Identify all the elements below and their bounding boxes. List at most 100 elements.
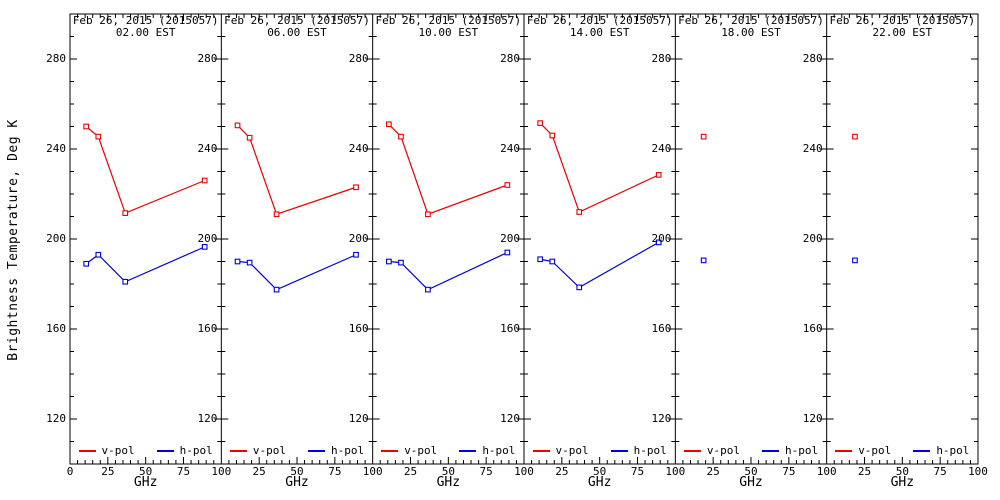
panel-legend: v-pol h-pol bbox=[377, 444, 520, 457]
y-axis-title: Brightness Temperature, Deg K bbox=[6, 119, 21, 361]
h-pol-marker bbox=[398, 259, 404, 266]
legend-label-vpol: v-pol bbox=[858, 444, 892, 457]
panel-legend: v-pol h-pol bbox=[225, 444, 368, 457]
v-pol-marker bbox=[537, 120, 544, 126]
legend-line-hpol bbox=[761, 449, 779, 452]
y-tick-label: 160 bbox=[348, 322, 369, 335]
h-pol-marker bbox=[273, 286, 280, 293]
h-pol-marker bbox=[576, 284, 583, 291]
legend-label-vpol: v-pol bbox=[404, 444, 438, 457]
h-pol-marker bbox=[537, 256, 544, 263]
x-axis-title: GHz bbox=[285, 475, 309, 490]
x-tick-label: 50 bbox=[744, 465, 758, 478]
x-tick-label: 75 bbox=[933, 465, 947, 478]
v-pol-marker bbox=[234, 122, 241, 129]
panel-title-date: Feb 26, 2015 (2015057) bbox=[72, 14, 219, 27]
legend-line-hpol bbox=[610, 449, 628, 452]
y-tick-label: 240 bbox=[197, 142, 218, 155]
h-pol-marker bbox=[655, 239, 662, 246]
x-tick-label: 100 bbox=[211, 465, 232, 478]
h-pol-line bbox=[237, 254, 357, 291]
x-axis-title: GHz bbox=[133, 475, 158, 490]
legend-label-hpol: h-pol bbox=[330, 444, 365, 457]
legend-line-vpol bbox=[229, 449, 247, 452]
x-tick-label: 0 bbox=[66, 465, 74, 478]
v-pol-marker bbox=[273, 211, 280, 218]
y-tick-label: 240 bbox=[46, 142, 66, 155]
x-tick-label: 75 bbox=[630, 465, 645, 478]
x-tick-label: 25 bbox=[101, 465, 115, 478]
y-tick-label: 120 bbox=[651, 412, 672, 425]
y-tick-label: 160 bbox=[651, 322, 672, 335]
panel-title-date: Feb 26, 2015 (2015057) bbox=[526, 14, 673, 27]
y-tick-label: 240 bbox=[651, 142, 672, 155]
x-tick-label: 25 bbox=[555, 465, 569, 478]
h-pol-marker bbox=[201, 244, 208, 250]
v-pol-marker bbox=[201, 177, 208, 184]
panel-legend: v-pol h-pol bbox=[528, 444, 671, 457]
panel-title-time: 06.00 EST bbox=[267, 26, 327, 39]
x-tick-label: 50 bbox=[441, 465, 455, 478]
h-pol-marker bbox=[234, 258, 241, 265]
panel-title-time: 02.00 EST bbox=[115, 26, 176, 39]
legend-label-hpol: h-pol bbox=[633, 444, 667, 457]
legend-line-hpol bbox=[307, 449, 325, 452]
x-tick-label: 100 bbox=[665, 465, 686, 478]
v-pol-marker bbox=[398, 133, 404, 140]
y-tick-label: 280 bbox=[802, 52, 823, 65]
panel-title-date: Feb 26, 2015 (2015057) bbox=[829, 14, 976, 27]
x-tick-label: 100 bbox=[362, 465, 383, 478]
x-tick-label: 100 bbox=[514, 465, 534, 478]
v-pol-marker bbox=[425, 211, 431, 218]
legend-line-vpol bbox=[683, 449, 701, 452]
legend-label-hpol: h-pol bbox=[482, 444, 516, 457]
x-tick-label: 25 bbox=[857, 465, 872, 478]
v-pol-marker bbox=[655, 172, 662, 178]
y-tick-label: 240 bbox=[348, 142, 369, 155]
h-pol-marker bbox=[246, 259, 253, 266]
v-pol-marker bbox=[386, 121, 392, 128]
h-pol-line bbox=[85, 246, 205, 283]
y-tick-label: 240 bbox=[500, 142, 520, 155]
y-tick-label: 200 bbox=[46, 232, 66, 245]
panel-title-date: Feb 26, 2015 (2015057) bbox=[678, 14, 824, 27]
y-tick-label: 280 bbox=[500, 52, 520, 65]
h-pol-marker bbox=[425, 286, 431, 293]
y-tick-label: 120 bbox=[802, 412, 823, 425]
legend-line-hpol bbox=[156, 449, 174, 452]
x-tick-label: 50 bbox=[895, 465, 909, 478]
legend-line-vpol bbox=[381, 449, 399, 452]
y-tick-label: 160 bbox=[802, 322, 823, 335]
x-tick-label: 75 bbox=[328, 465, 342, 478]
y-tick-label: 200 bbox=[651, 232, 672, 245]
x-tick-label: 50 bbox=[290, 465, 304, 478]
v-pol-marker bbox=[246, 134, 253, 141]
y-tick-label: 160 bbox=[197, 322, 218, 335]
legend-line-vpol bbox=[532, 449, 550, 452]
h-pol-marker bbox=[353, 251, 359, 258]
legend-label-vpol: v-pol bbox=[252, 444, 286, 457]
y-tick-label: 160 bbox=[500, 322, 520, 335]
y-tick-label: 280 bbox=[197, 52, 218, 65]
panel-title-time: 22.00 EST bbox=[872, 26, 933, 39]
panel-legend: v-pol h-pol bbox=[831, 444, 974, 457]
legend-line-hpol bbox=[913, 449, 931, 452]
x-tick-label: 100 bbox=[968, 465, 988, 478]
y-tick-label: 120 bbox=[500, 412, 520, 425]
y-tick-label: 120 bbox=[46, 412, 66, 425]
legend-label-hpol: h-pol bbox=[784, 444, 819, 457]
v-pol-marker bbox=[700, 133, 707, 140]
y-tick-label: 200 bbox=[500, 232, 520, 245]
panel-legend: v-pol h-pol bbox=[74, 444, 217, 457]
y-tick-label: 200 bbox=[197, 232, 218, 245]
y-tick-label: 160 bbox=[46, 322, 66, 335]
panel-title-date: Feb 26, 2015 (2015057) bbox=[375, 14, 522, 27]
h-pol-marker bbox=[852, 257, 858, 264]
v-pol-line bbox=[237, 124, 357, 216]
x-axis-title: GHz bbox=[587, 475, 612, 490]
legend-label-hpol: h-pol bbox=[179, 444, 213, 457]
x-axis-title: GHz bbox=[436, 475, 461, 490]
y-tick-label: 120 bbox=[348, 412, 369, 425]
x-axis-title: GHz bbox=[739, 475, 763, 490]
